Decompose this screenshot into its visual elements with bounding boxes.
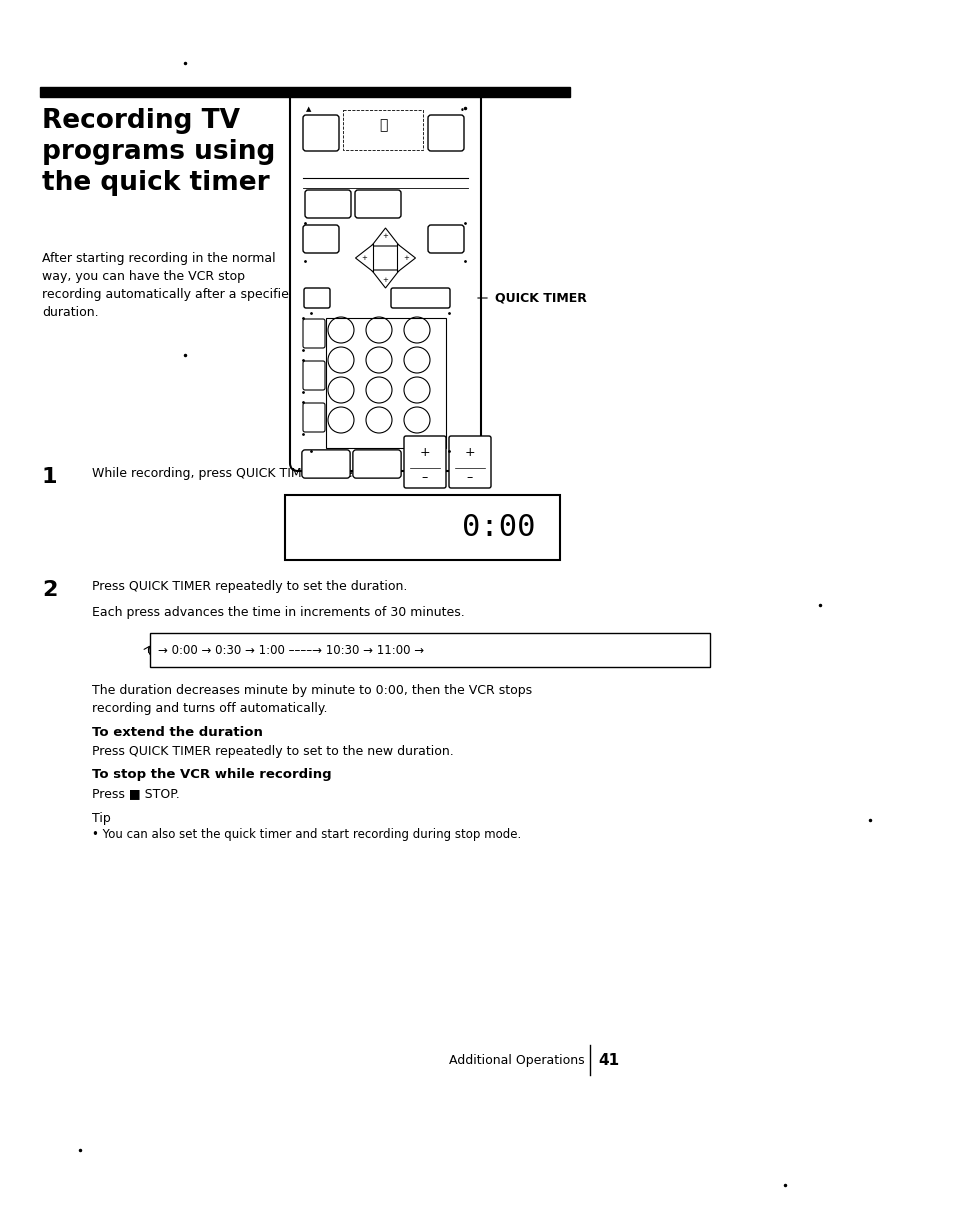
Bar [150, 633, 709, 666]
Text: +: + [382, 233, 388, 239]
Text: To extend the duration: To extend the duration [91, 726, 263, 739]
Text: +: + [419, 446, 430, 458]
Text: –: – [466, 472, 473, 485]
Text: QUICK TIMER: QUICK TIMER [495, 292, 586, 305]
FancyBboxPatch shape [449, 436, 491, 488]
FancyBboxPatch shape [303, 318, 325, 348]
Text: +: + [382, 277, 388, 283]
Text: +: + [403, 255, 409, 261]
Text: → 0:00 → 0:30 → 1:00 ––––→ 10:30 → 11:00 →: → 0:00 → 0:30 → 1:00 ––––→ 10:30 → 11:00… [158, 643, 424, 657]
FancyBboxPatch shape [303, 115, 338, 151]
Bar [40, 87, 569, 97]
FancyBboxPatch shape [355, 190, 400, 218]
FancyBboxPatch shape [428, 225, 463, 254]
Polygon shape [371, 228, 399, 246]
FancyBboxPatch shape [302, 450, 350, 478]
Bar [343, 110, 422, 149]
Text: –: – [421, 472, 428, 485]
Text: 1: 1 [42, 467, 57, 488]
Polygon shape [355, 244, 374, 272]
Text: Recording TV
programs using
the quick timer: Recording TV programs using the quick ti… [42, 108, 275, 196]
FancyBboxPatch shape [304, 288, 330, 307]
FancyBboxPatch shape [353, 450, 400, 478]
FancyBboxPatch shape [290, 89, 480, 470]
Polygon shape [397, 244, 416, 272]
Text: Tip: Tip [91, 812, 111, 824]
Text: The duration decreases minute by minute to 0:00, then the VCR stops
recording an: The duration decreases minute by minute … [91, 684, 532, 715]
Text: 0:00: 0:00 [461, 513, 535, 541]
FancyBboxPatch shape [302, 450, 350, 478]
Text: • You can also set the quick timer and start recording during stop mode.: • You can also set the quick timer and s… [91, 828, 520, 842]
Text: Press QUICK TIMER repeatedly to set to the new duration.: Press QUICK TIMER repeatedly to set to t… [91, 745, 454, 758]
Bar [326, 318, 446, 448]
Text: Each press advances the time in increments of 30 minutes.: Each press advances the time in incremen… [91, 606, 464, 619]
FancyBboxPatch shape [353, 450, 400, 478]
FancyBboxPatch shape [303, 225, 338, 254]
Text: •: • [459, 107, 464, 115]
Text: Press ■ STOP.: Press ■ STOP. [91, 786, 179, 800]
Bar [285, 495, 559, 560]
Text: To stop the VCR while recording: To stop the VCR while recording [91, 768, 332, 782]
Polygon shape [371, 270, 399, 288]
Text: +: + [464, 446, 475, 458]
FancyBboxPatch shape [303, 403, 325, 432]
Text: +: + [361, 255, 367, 261]
FancyBboxPatch shape [305, 190, 351, 218]
FancyBboxPatch shape [391, 288, 450, 307]
Text: While recording, press QUICK TIMER once.: While recording, press QUICK TIMER once. [91, 467, 356, 480]
Text: 41: 41 [598, 1052, 618, 1067]
Text: Press QUICK TIMER repeatedly to set the duration.: Press QUICK TIMER repeatedly to set the … [91, 579, 407, 593]
Text: ▲: ▲ [306, 107, 311, 111]
Text: Additional Operations: Additional Operations [449, 1054, 584, 1067]
FancyBboxPatch shape [303, 361, 325, 390]
Text: After starting recording in the normal
way, you can have the VCR stop
recording : After starting recording in the normal w… [42, 252, 296, 318]
FancyBboxPatch shape [403, 436, 446, 488]
FancyBboxPatch shape [428, 115, 463, 151]
Text: 2: 2 [42, 579, 57, 600]
Text: ⎙: ⎙ [378, 118, 387, 132]
